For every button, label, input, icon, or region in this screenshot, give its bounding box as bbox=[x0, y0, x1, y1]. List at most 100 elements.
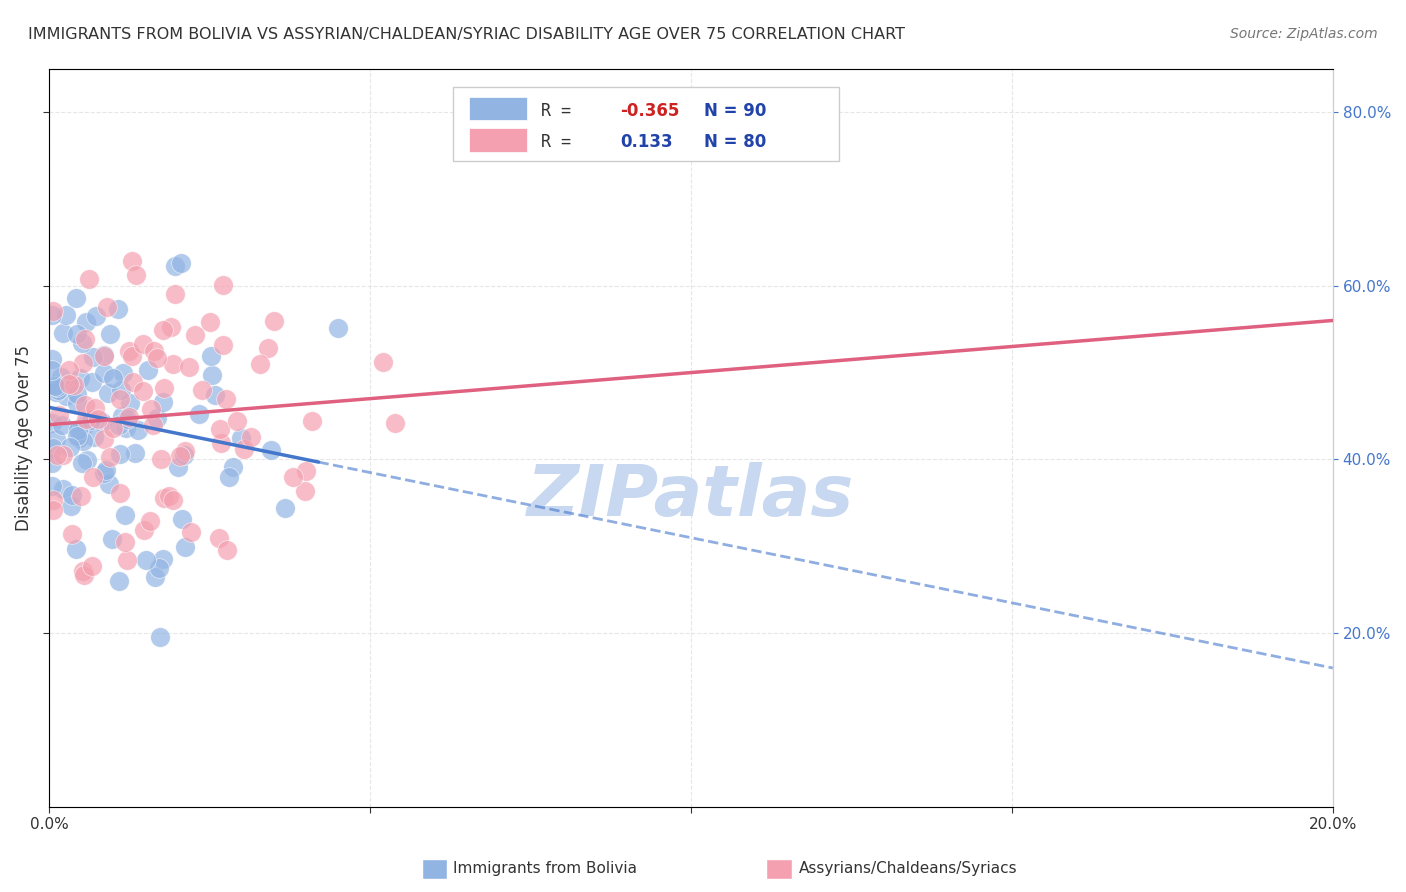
Point bbox=[167, 460, 190, 475]
Point bbox=[121, 253, 143, 268]
Point bbox=[115, 412, 138, 426]
Point bbox=[146, 410, 169, 425]
Point bbox=[281, 470, 304, 484]
Point bbox=[101, 371, 124, 385]
Point bbox=[127, 423, 149, 437]
Point bbox=[173, 448, 195, 462]
Point bbox=[58, 376, 80, 391]
Point bbox=[260, 443, 283, 458]
Point bbox=[231, 431, 253, 445]
Text: Assyrians/Chaldeans/Syriacs: Assyrians/Chaldeans/Syriacs bbox=[799, 862, 1017, 876]
Point bbox=[208, 532, 231, 546]
Point bbox=[214, 392, 236, 406]
Point bbox=[152, 394, 174, 409]
Point bbox=[42, 502, 65, 516]
Point bbox=[233, 442, 256, 456]
Point bbox=[65, 291, 87, 305]
Text: ZIPatlas: ZIPatlas bbox=[527, 462, 855, 532]
Point bbox=[162, 492, 184, 507]
Point bbox=[162, 357, 184, 371]
Point bbox=[66, 387, 89, 401]
Point bbox=[163, 259, 186, 273]
Point bbox=[73, 568, 96, 582]
Point bbox=[134, 523, 156, 537]
Point bbox=[76, 452, 98, 467]
Point bbox=[91, 415, 114, 429]
Point bbox=[179, 359, 201, 374]
Point bbox=[217, 542, 239, 557]
Point bbox=[110, 486, 132, 500]
Point bbox=[52, 482, 75, 496]
Point bbox=[93, 348, 115, 362]
Point bbox=[169, 449, 191, 463]
Point bbox=[249, 357, 271, 371]
Point bbox=[82, 375, 104, 389]
Point bbox=[93, 366, 115, 380]
Point bbox=[97, 386, 120, 401]
Point bbox=[117, 344, 139, 359]
Point bbox=[124, 268, 146, 282]
Point bbox=[384, 416, 406, 430]
Point bbox=[41, 456, 63, 470]
Point bbox=[142, 417, 165, 432]
Text: N = 90: N = 90 bbox=[704, 102, 766, 120]
Point bbox=[93, 349, 115, 363]
Point bbox=[373, 355, 395, 369]
Point bbox=[41, 441, 63, 455]
Point bbox=[42, 304, 65, 318]
Text: R =: R = bbox=[541, 102, 581, 120]
Y-axis label: Disability Age Over 75: Disability Age Over 75 bbox=[15, 344, 32, 531]
Point bbox=[114, 508, 136, 522]
Point bbox=[108, 392, 131, 407]
Point bbox=[46, 448, 69, 462]
Point bbox=[153, 381, 176, 395]
Point bbox=[153, 491, 176, 505]
Point bbox=[165, 287, 187, 301]
Point bbox=[184, 328, 207, 343]
Text: N = 80: N = 80 bbox=[704, 133, 766, 151]
Point bbox=[77, 272, 100, 286]
Point bbox=[48, 409, 70, 423]
Point bbox=[55, 389, 77, 403]
FancyBboxPatch shape bbox=[453, 87, 838, 161]
Point bbox=[107, 302, 129, 317]
Point bbox=[135, 552, 157, 566]
Point bbox=[326, 321, 349, 335]
Point bbox=[75, 411, 97, 425]
Point bbox=[45, 384, 67, 399]
Point bbox=[145, 570, 167, 584]
Point bbox=[59, 441, 82, 455]
Point bbox=[222, 459, 245, 474]
Point bbox=[98, 326, 121, 341]
Point bbox=[108, 574, 131, 588]
Point bbox=[211, 338, 233, 352]
Point bbox=[191, 383, 214, 397]
Point bbox=[294, 464, 316, 478]
Point bbox=[212, 278, 235, 293]
Point bbox=[49, 370, 72, 384]
Point bbox=[80, 559, 103, 574]
Point bbox=[294, 484, 316, 499]
Point bbox=[41, 351, 63, 366]
Point bbox=[132, 337, 155, 351]
Text: R =: R = bbox=[541, 133, 591, 151]
Point bbox=[72, 434, 94, 449]
Point bbox=[301, 414, 323, 428]
Point bbox=[75, 332, 97, 346]
Point bbox=[149, 452, 172, 467]
Point bbox=[60, 488, 83, 502]
Point bbox=[149, 630, 172, 644]
Point bbox=[46, 384, 69, 398]
Point bbox=[98, 476, 121, 491]
Point bbox=[180, 524, 202, 539]
Point bbox=[173, 541, 195, 555]
Text: 0.133: 0.133 bbox=[620, 133, 673, 151]
Point bbox=[45, 380, 67, 394]
Point bbox=[117, 553, 139, 567]
Point bbox=[42, 492, 65, 507]
Point bbox=[41, 363, 63, 377]
Point bbox=[108, 417, 131, 432]
Point bbox=[72, 564, 94, 578]
Point bbox=[93, 467, 115, 481]
Bar bbox=[468, 128, 527, 152]
